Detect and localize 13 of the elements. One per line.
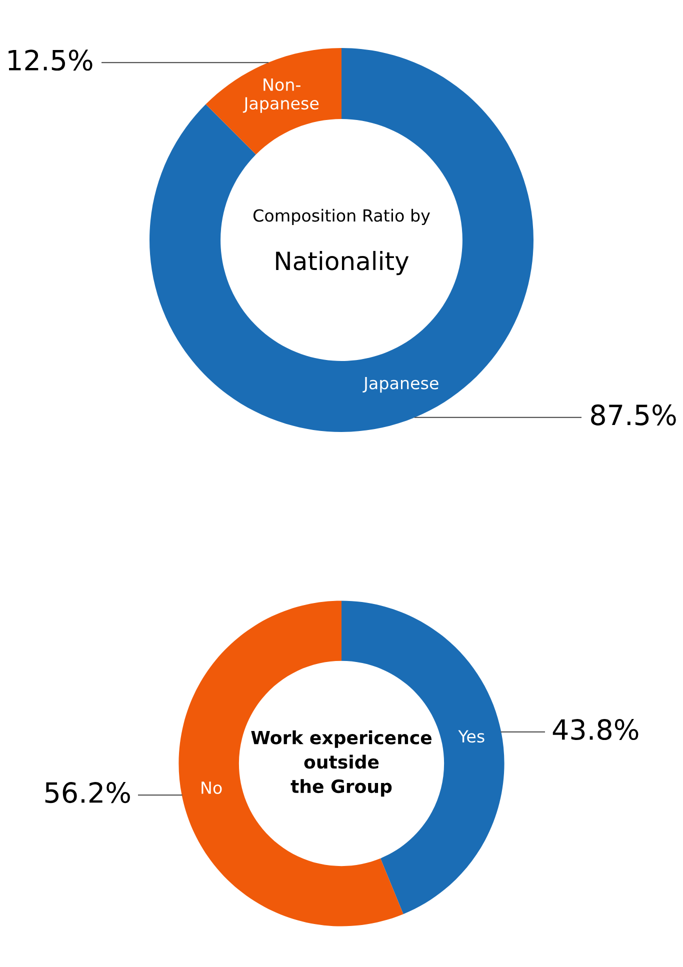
text: Work expericence outside the Group	[251, 730, 432, 797]
slice-label: No	[202, 782, 222, 794]
data-label: 12.5%	[8, 50, 92, 71]
data-label: 56.2%	[45, 782, 130, 804]
text: Nationality	[276, 250, 409, 276]
slice-label: Japanese	[362, 377, 438, 393]
slice-label: Non- Japanese	[242, 78, 319, 113]
slice-label: Yes	[458, 730, 484, 743]
donut-slice	[206, 48, 342, 154]
data-label: 43.8%	[552, 719, 638, 740]
text: Composition Ratio by	[253, 208, 430, 226]
donut-slice	[150, 48, 534, 432]
data-label: 87.5%	[591, 404, 676, 426]
